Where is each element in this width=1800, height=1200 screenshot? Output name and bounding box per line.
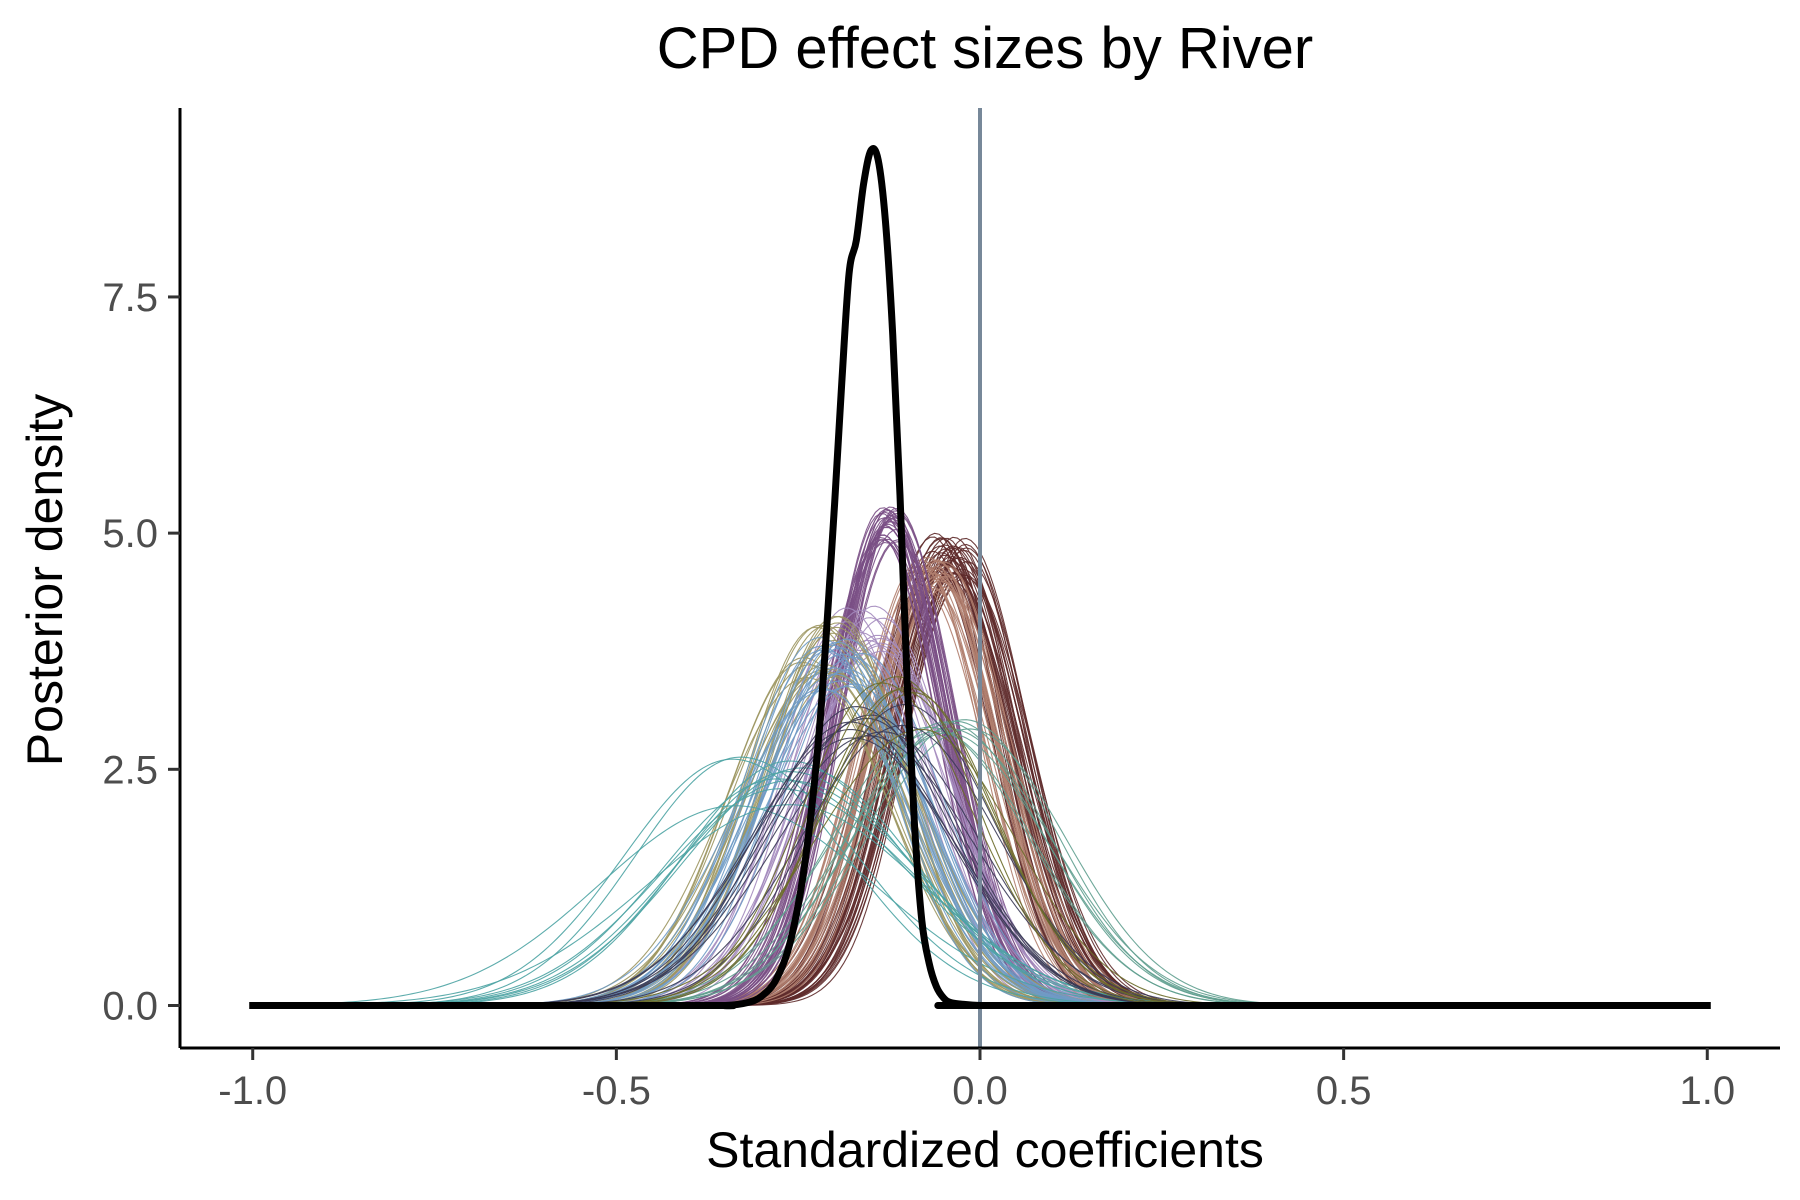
x-axis-label: Standardized coefficients [706,1122,1264,1178]
y-tick-label: 7.5 [102,276,158,320]
overall-density-curve [249,145,1711,1010]
x-tick-label: -1.0 [218,1069,287,1113]
chart-title: CPD effect sizes by River [657,16,1313,81]
x-tick-label: 1.0 [1679,1069,1735,1113]
overall-density-layer [249,145,1711,1010]
x-tick-label: -0.5 [582,1069,651,1113]
x-tick-label: 0.0 [952,1069,1008,1113]
y-axis-ticks: 0.0 2.5 5.0 7.5 [102,276,180,1028]
y-axis-label: Posterior density [17,394,73,766]
x-tick-label: 0.5 [1316,1069,1372,1113]
y-tick-label: 5.0 [102,512,158,556]
x-axis-ticks: -1.0 -0.5 0.0 0.5 1.0 [218,1048,1735,1113]
y-tick-label: 0.0 [102,984,158,1028]
y-tick-label: 2.5 [102,748,158,792]
